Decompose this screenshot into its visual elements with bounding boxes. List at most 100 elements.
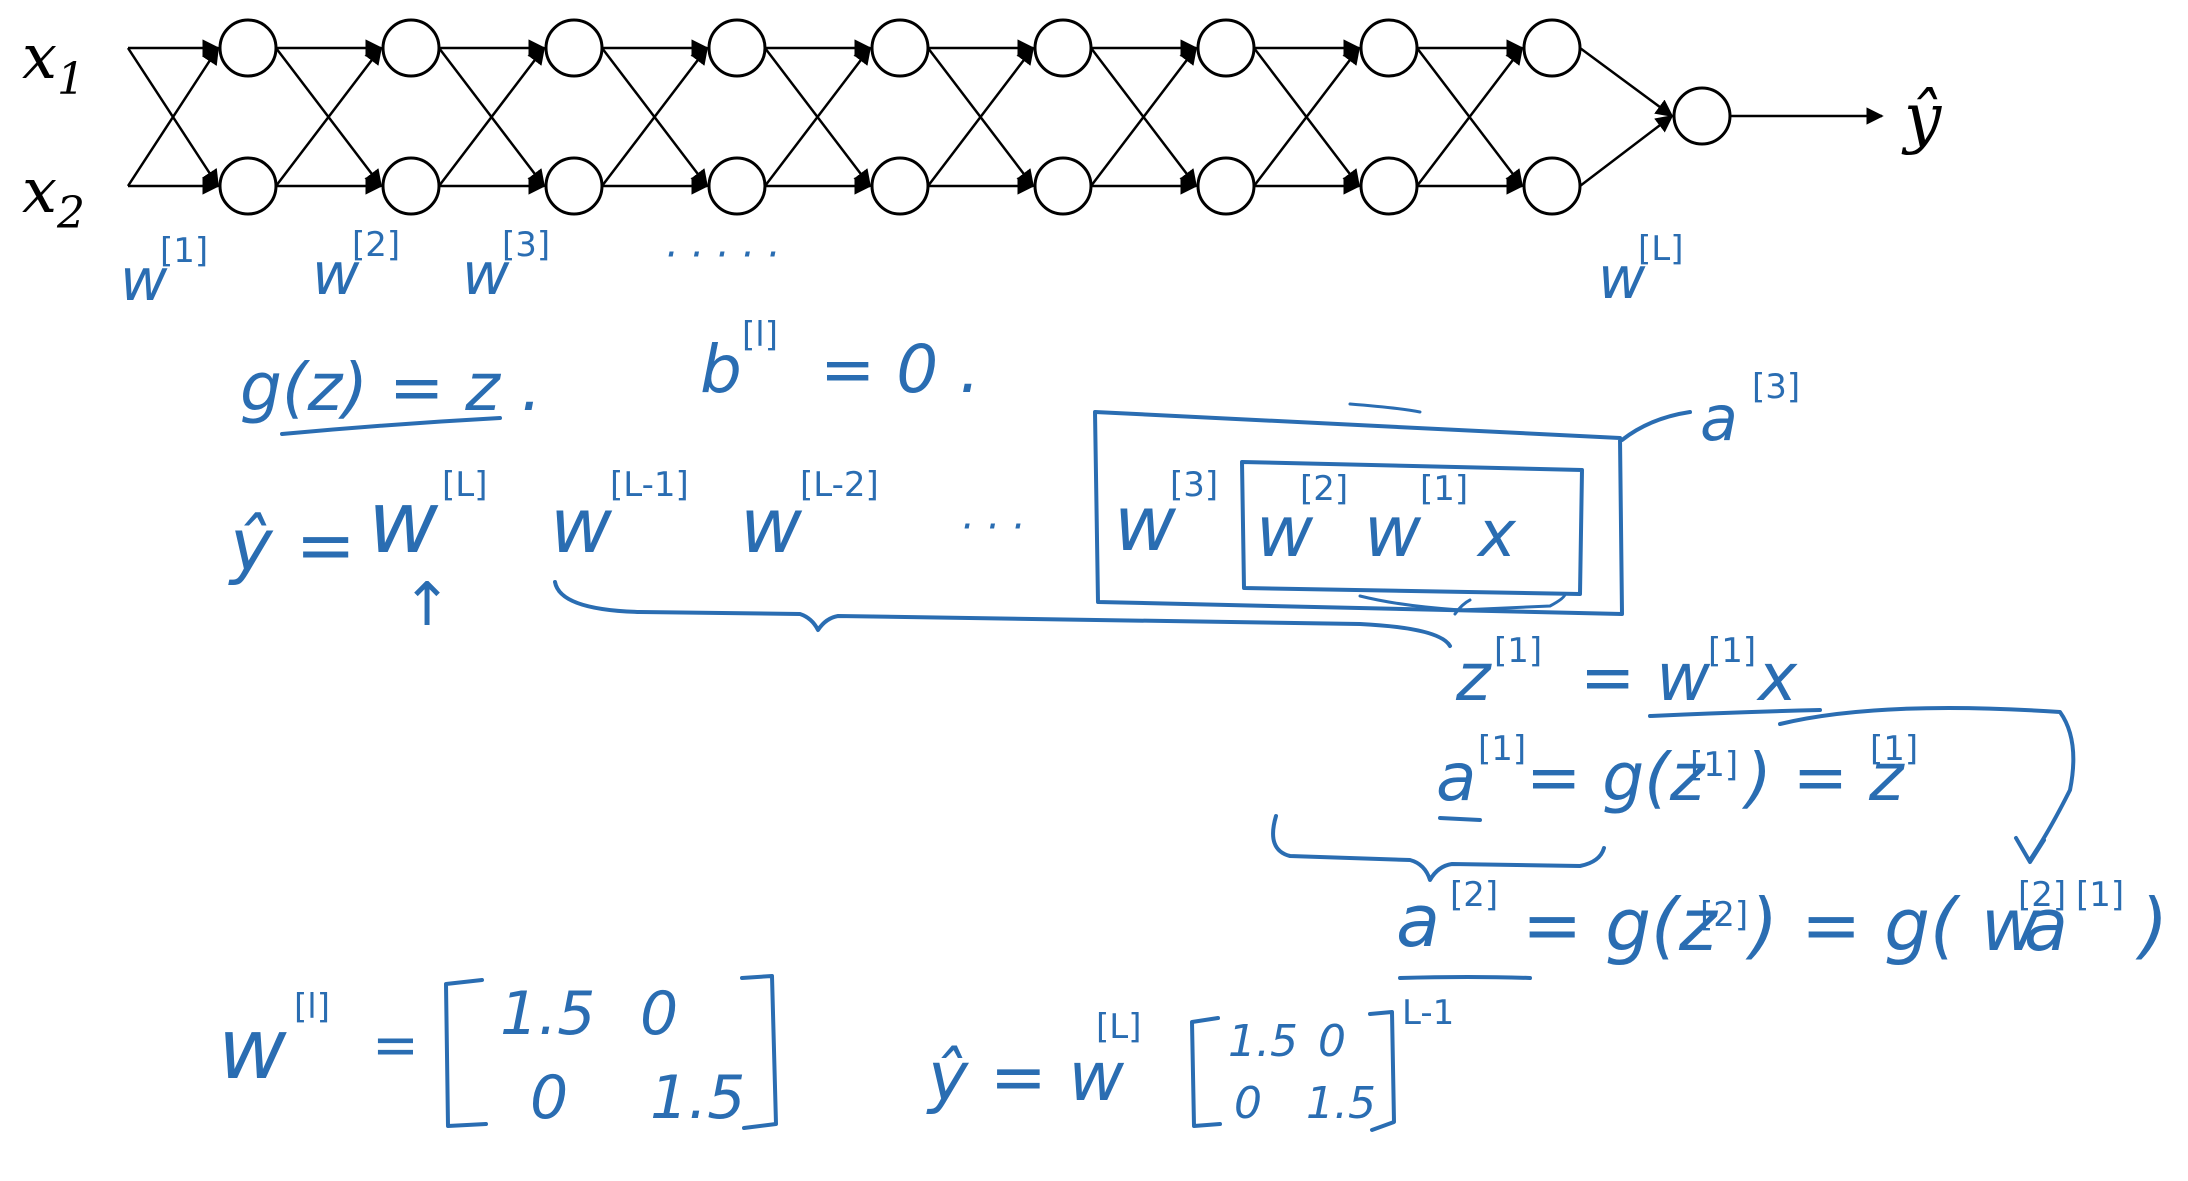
svg-text:[3]: [3] — [502, 225, 550, 265]
svg-text:w: w — [1364, 491, 1422, 573]
hidden-edge — [1090, 46, 1198, 187]
svg-text:a: a — [1396, 879, 1440, 963]
hidden-unit-l8-u2 — [1359, 156, 1419, 216]
weight-label-2: w [2] — [312, 225, 400, 308]
weight-label-3: w [3] — [462, 225, 550, 308]
svg-text:w: w — [312, 240, 360, 308]
hidden-unit-l7-u1 — [1196, 18, 1256, 78]
svg-text:1.5: 1.5 — [1306, 1078, 1376, 1129]
svg-text:w: w — [462, 240, 510, 308]
hidden-edge — [438, 46, 546, 187]
hidden-unit-l9-u1 — [1522, 18, 1582, 78]
svg-text:[2]: [2] — [2018, 875, 2066, 915]
svg-text:a: a — [1436, 739, 1476, 816]
hidden-edge — [275, 46, 383, 187]
svg-text:1.5: 1.5 — [1228, 1016, 1298, 1067]
svg-text:w: w — [1114, 479, 1177, 568]
svg-text:= g(z: = g(z — [1526, 739, 1706, 816]
svg-text:w: w — [368, 473, 439, 573]
svg-text:[l]: [l] — [742, 315, 778, 355]
svg-text:[1]: [1] — [160, 231, 208, 271]
svg-text:[1]: [1] — [1494, 631, 1542, 671]
product-equation: ŷ = w [L] ↑ w [L-1] w [L-2] · · · w [3] … — [228, 367, 1800, 648]
svg-text:[1]: [1] — [1870, 729, 1918, 769]
hidden-unit-l2-u1 — [381, 18, 441, 78]
hidden-edge — [927, 46, 1035, 187]
hidden-unit-l6-u1 — [1033, 18, 1093, 78]
eq-a2: a [2] = g(z [2] ) = g( w [2] a [1] ) — [1396, 875, 2168, 980]
hidden-unit-l5-u1 — [870, 18, 930, 78]
hidden-edge — [601, 46, 709, 187]
svg-text:[L-1]: [L-1] — [610, 465, 689, 505]
svg-text:=: = — [372, 1013, 419, 1078]
svg-text:[1]: [1] — [1478, 729, 1526, 769]
svg-text:w: w — [1256, 491, 1314, 573]
weight-ellipsis: · · · · · — [664, 232, 778, 278]
input-edge — [126, 46, 220, 187]
svg-text:↑: ↑ — [402, 570, 452, 640]
output-unit — [1672, 86, 1732, 146]
hidden-unit-l1-u1 — [218, 18, 278, 78]
svg-text:z: z — [1455, 639, 1492, 716]
svg-text:· · ·: · · · — [960, 504, 1024, 550]
hidden-unit-l1-u2 — [218, 156, 278, 216]
hidden-unit-l6-u2 — [1033, 156, 1093, 216]
svg-text:b: b — [700, 331, 742, 408]
eq-z1: z [1] = w [1] x — [1455, 631, 2076, 864]
svg-text:[1]: [1] — [1708, 631, 1756, 671]
output-yhat: ŷ — [1901, 79, 1942, 156]
svg-text:a: a — [2024, 883, 2068, 967]
svg-text:x: x — [1476, 498, 1517, 572]
svg-text:[1]: [1] — [1690, 745, 1738, 785]
output-edge — [1579, 114, 1674, 187]
svg-text:g(z) = z .: g(z) = z . — [240, 349, 542, 426]
svg-text:[L]: [L] — [442, 465, 487, 505]
input-x1: x1 — [22, 20, 85, 105]
deep-network-diagram — [126, 18, 1884, 216]
svg-text:w: w — [740, 481, 803, 570]
svg-text:w: w — [120, 246, 168, 314]
weight-label-1: w [1] — [120, 231, 208, 314]
hidden-unit-l4-u1 — [707, 18, 767, 78]
svg-text:[2]: [2] — [1450, 875, 1498, 915]
hidden-edge — [1416, 46, 1524, 187]
bias-note: b [l] = 0 . — [700, 315, 980, 408]
eq-a1: a [1] = g(z [1] ) = z [1] — [1271, 729, 1918, 882]
hidden-unit-l3-u2 — [544, 156, 604, 216]
svg-text:L-1: L-1 — [1402, 993, 1454, 1033]
svg-text:[3]: [3] — [1170, 465, 1218, 505]
hidden-unit-l5-u2 — [870, 156, 930, 216]
svg-text:[3]: [3] — [1752, 367, 1800, 407]
hidden-unit-l8-u1 — [1359, 18, 1419, 78]
svg-text:) = g( w: ) = g( w — [1745, 883, 2040, 967]
svg-text:): ) — [2135, 883, 2168, 967]
svg-text:1.5: 1.5 — [650, 1063, 745, 1133]
svg-text:[L-2]: [L-2] — [800, 465, 879, 505]
svg-text:[L]: [L] — [1096, 1007, 1141, 1047]
svg-text:0: 0 — [640, 979, 678, 1049]
svg-text:= 0 .: = 0 . — [820, 331, 980, 408]
hidden-unit-l3-u1 — [544, 18, 604, 78]
svg-text:w: w — [550, 481, 613, 570]
hidden-unit-l2-u2 — [381, 156, 441, 216]
svg-text:0: 0 — [530, 1063, 568, 1133]
hidden-unit-l9-u2 — [1522, 156, 1582, 216]
svg-text:) = z: ) = z — [1741, 739, 1905, 816]
svg-text:x: x — [1756, 639, 1798, 716]
hidden-unit-l7-u2 — [1196, 156, 1256, 216]
svg-text:[1]: [1] — [2076, 875, 2124, 915]
svg-text:= g(z: = g(z — [1522, 883, 1719, 967]
wl-matrix-equation: w [l] = 1.5 0 0 1.5 — [218, 974, 778, 1133]
weight-label-L: w [L] — [1598, 229, 1683, 312]
svg-text:w: w — [218, 1000, 287, 1098]
svg-text:[L]: [L] — [1638, 229, 1683, 269]
svg-text:[l]: [l] — [294, 987, 330, 1027]
svg-text:w: w — [1598, 244, 1646, 312]
svg-text:a: a — [1700, 382, 1738, 455]
svg-text:[2]: [2] — [1700, 895, 1748, 935]
svg-text:1.5: 1.5 — [500, 979, 595, 1049]
yhat-closed-form: ŷ = w [L] 1.5 0 0 1.5 L-1 — [926, 993, 1454, 1132]
svg-text:[1]: [1] — [1420, 469, 1468, 509]
hidden-unit-l4-u2 — [707, 156, 767, 216]
